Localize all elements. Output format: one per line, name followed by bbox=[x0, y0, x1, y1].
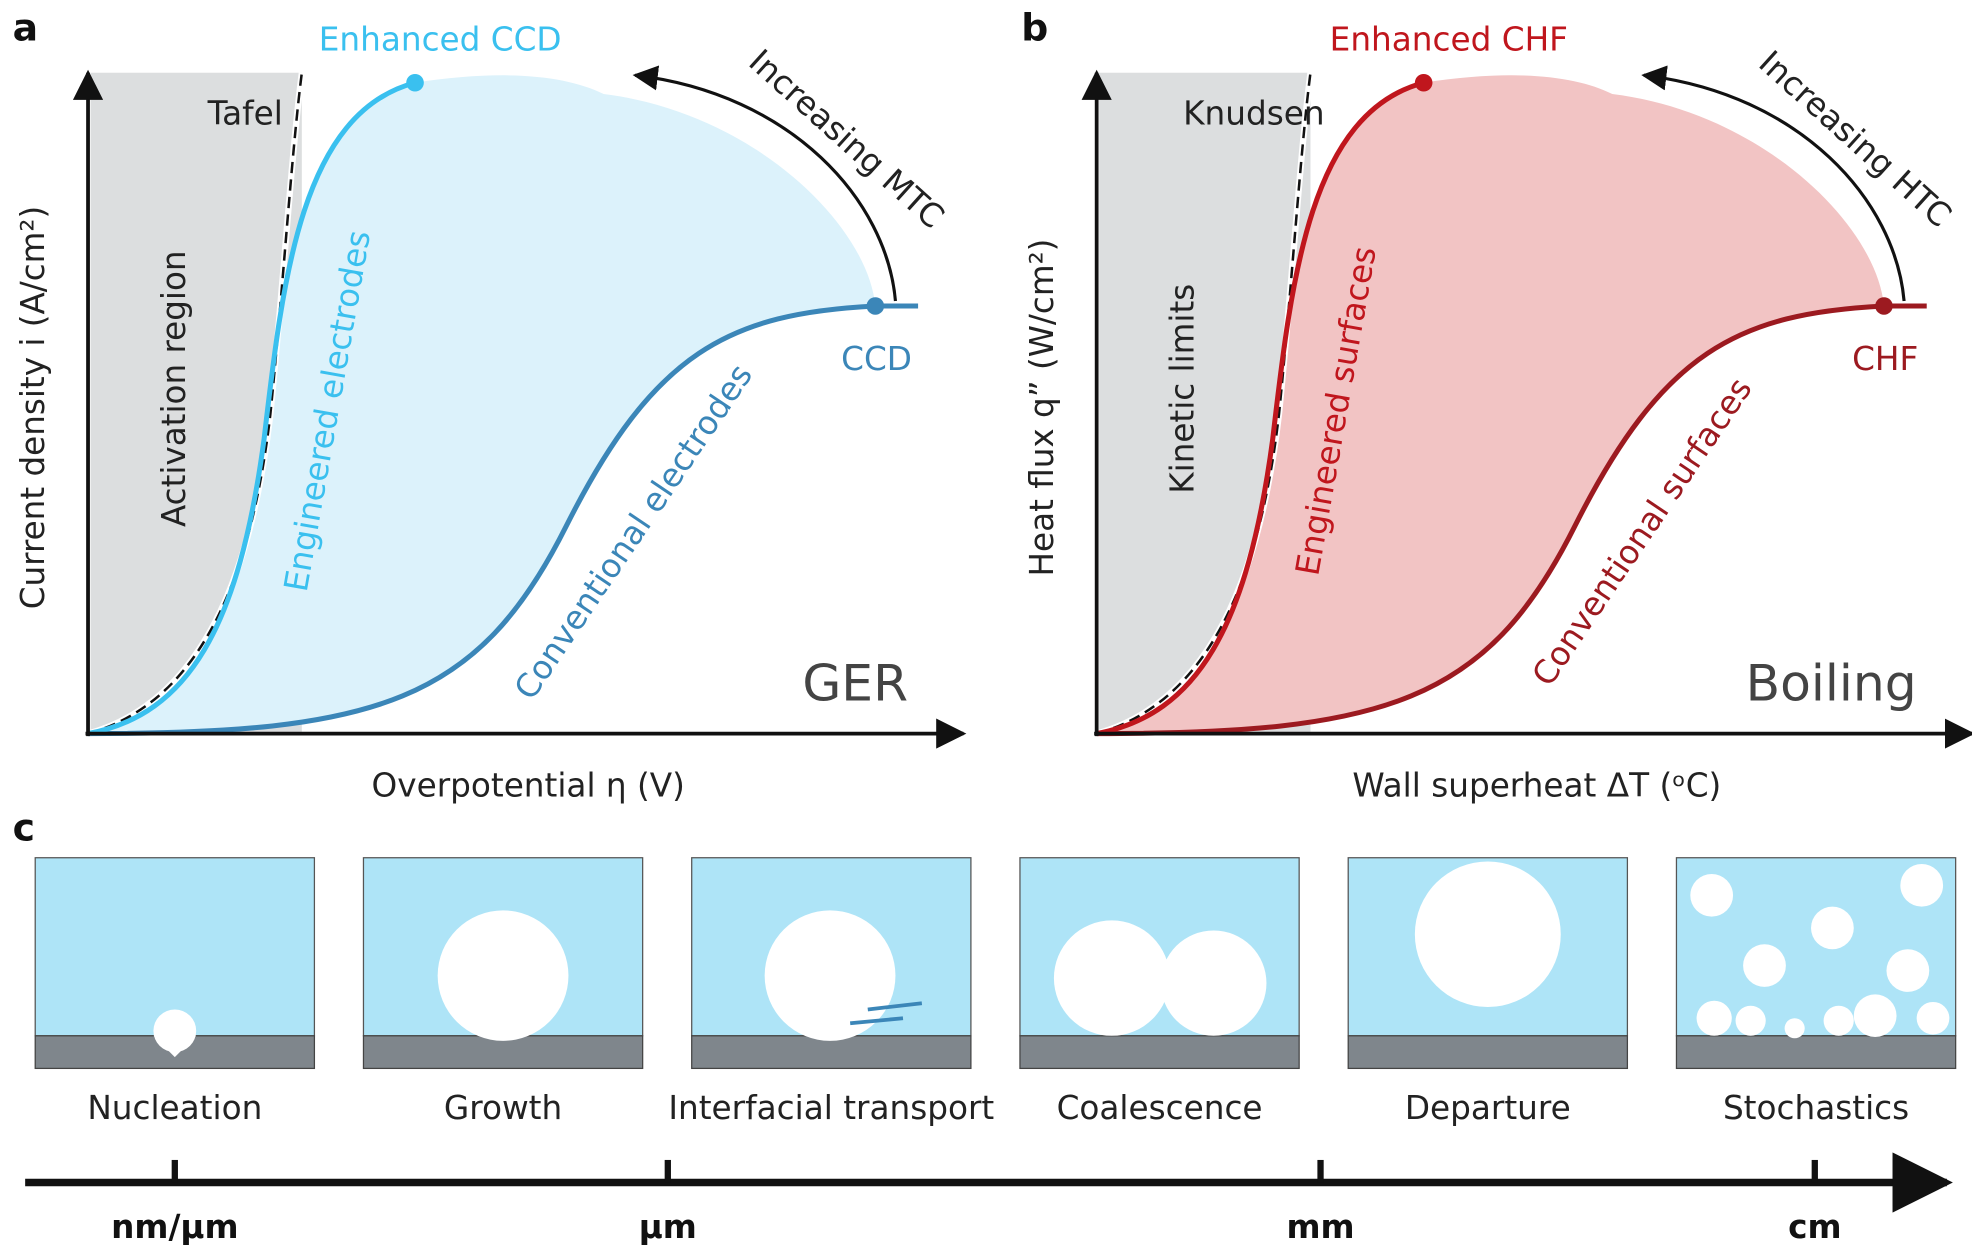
scale-label: mm bbox=[1286, 1208, 1354, 1246]
panel: a Current density i (A/cm²) Overpotential … bbox=[13, 6, 964, 805]
x-axis-label: Overpotential η (V) bbox=[372, 767, 685, 805]
bubble bbox=[1054, 920, 1170, 1035]
panel-label: a bbox=[13, 6, 38, 50]
stage-label: Departure bbox=[1405, 1089, 1571, 1127]
stage-label: Stochastics bbox=[1723, 1089, 1909, 1127]
bubble bbox=[1690, 874, 1733, 917]
bubble bbox=[1415, 861, 1561, 1006]
critical-label: CCD bbox=[841, 340, 912, 378]
stage-label: Coalescence bbox=[1057, 1089, 1263, 1127]
scale-label: nm/μm bbox=[111, 1208, 238, 1246]
stage-substrate bbox=[1348, 1036, 1627, 1069]
panel: b Heat flux q” (W/cm²) Wall superheat ΔT (… bbox=[1021, 6, 1972, 805]
figure: a Current density i (A/cm²) Overpotential … bbox=[0, 0, 1972, 1254]
bubble bbox=[438, 910, 569, 1040]
page: a Current density i (A/cm²) Overpotential … bbox=[0, 0, 1972, 1254]
x-axis-label: Wall superheat ΔT (ᵒC) bbox=[1352, 767, 1721, 805]
process-label: GER bbox=[802, 654, 908, 713]
bubble bbox=[1736, 1006, 1766, 1036]
critical-label: CHF bbox=[1852, 340, 1918, 378]
bubble bbox=[1900, 864, 1943, 907]
stage-label: Nucleation bbox=[87, 1089, 262, 1127]
critical-point bbox=[1875, 297, 1893, 315]
bubble bbox=[1824, 1006, 1854, 1036]
bubble bbox=[1785, 1018, 1805, 1038]
region-label: Kinetic limits bbox=[1164, 284, 1202, 494]
bubble bbox=[1886, 949, 1929, 992]
stage-label: Growth bbox=[444, 1089, 562, 1127]
stage-substrate bbox=[1676, 1036, 1955, 1069]
bubble bbox=[1697, 1001, 1732, 1036]
critical-point bbox=[406, 74, 424, 92]
y-axis-label: Heat flux q” (W/cm²) bbox=[1023, 239, 1061, 577]
limit-label: Knudsen bbox=[1183, 94, 1324, 132]
panel-label: b bbox=[1021, 6, 1048, 50]
bubble bbox=[1854, 994, 1897, 1037]
bubble bbox=[1811, 907, 1854, 950]
bubble bbox=[1917, 1002, 1950, 1035]
region-label: Activation region bbox=[155, 250, 193, 527]
stage-label: Interfacial transport bbox=[668, 1089, 994, 1127]
scale-label: μm bbox=[639, 1208, 697, 1246]
bubble bbox=[1743, 944, 1786, 987]
stage-liquid bbox=[35, 858, 314, 1036]
stage-substrate bbox=[1020, 1036, 1299, 1069]
bubble bbox=[1161, 930, 1267, 1035]
critical-point bbox=[1415, 74, 1433, 92]
enhanced-label: Enhanced CHF bbox=[1330, 20, 1568, 58]
limit-label: Tafel bbox=[207, 94, 283, 132]
scale-label: cm bbox=[1788, 1208, 1841, 1246]
process-label: Boiling bbox=[1746, 654, 1917, 713]
enhanced-label: Enhanced CCD bbox=[319, 20, 562, 58]
panel-label: c bbox=[13, 806, 35, 850]
critical-point bbox=[867, 297, 885, 315]
y-axis-label: Current density i (A/cm²) bbox=[14, 206, 52, 610]
